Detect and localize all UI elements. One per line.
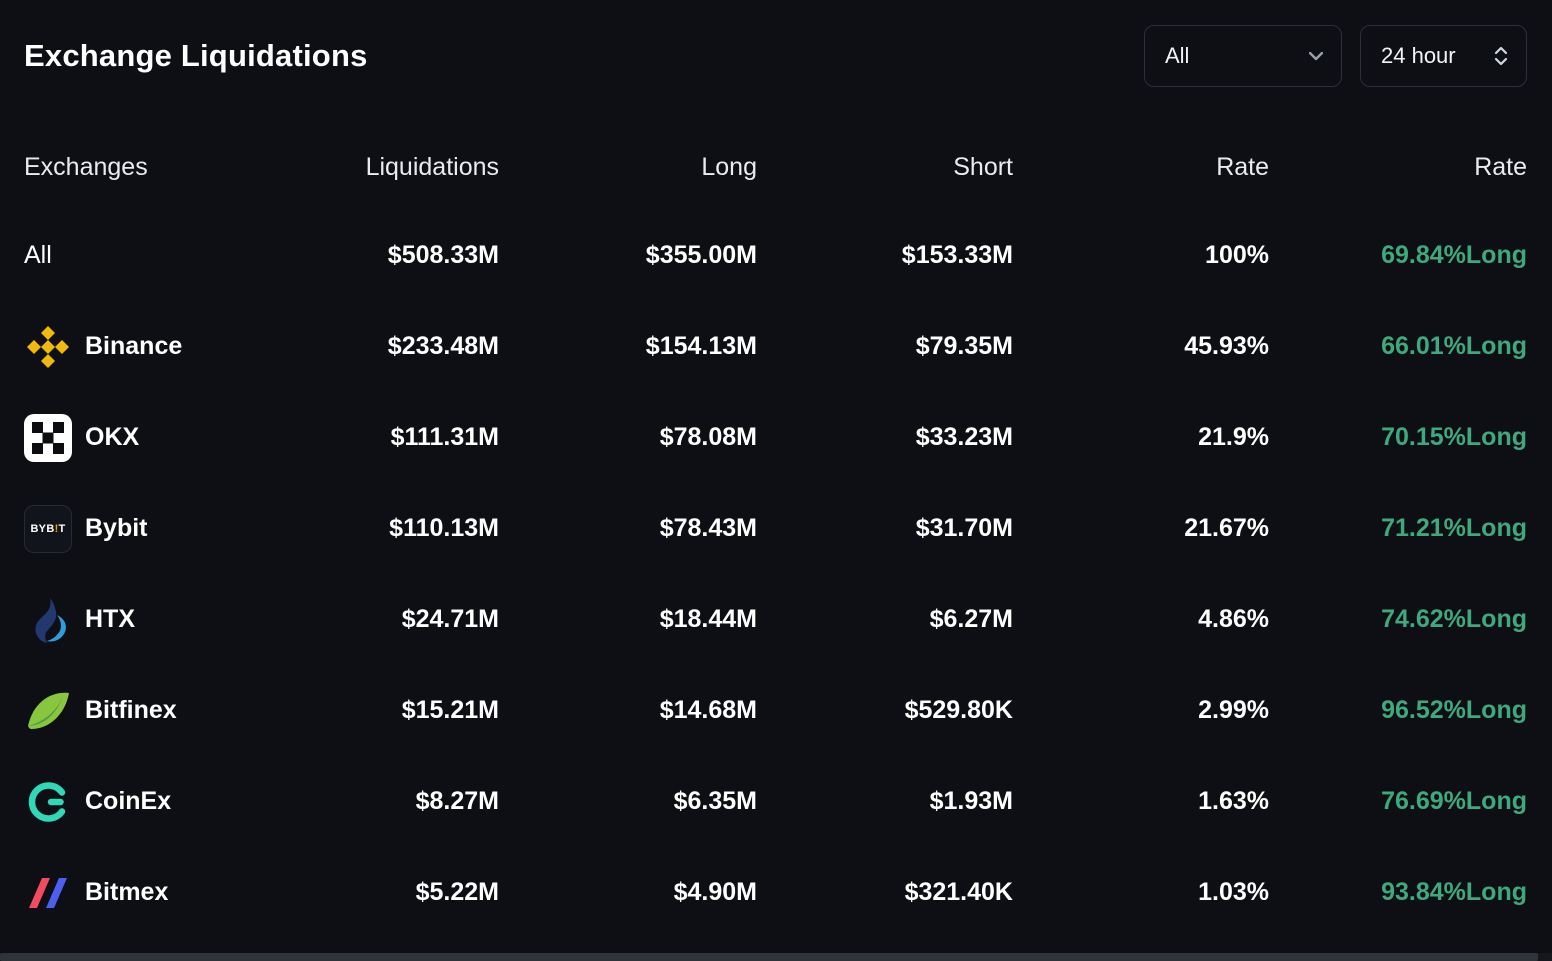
bybit-logo-bang: ! [54, 522, 59, 535]
short-value: $1.93M [929, 787, 1013, 815]
rate-long-value: 66.01%Long [1381, 332, 1527, 360]
long-value: $18.44M [659, 605, 757, 633]
bitmex-icon [24, 869, 72, 917]
exchange-name: OKX [85, 423, 140, 451]
long-value: $78.08M [659, 423, 757, 451]
long-value: $355.00M [645, 241, 757, 269]
exchange-name: HTX [85, 605, 135, 633]
liquidations-value: $15.21M [401, 696, 499, 724]
binance-icon [24, 323, 72, 371]
horizontal-scrollbar-thumb[interactable] [0, 953, 1538, 961]
short-value: $529.80K [904, 696, 1013, 724]
panel-header: Exchange Liquidations All 24 hour [0, 0, 1552, 96]
rate-long-value: 96.52%Long [1381, 696, 1527, 724]
col-header-long: Long [701, 152, 757, 181]
rate-value: 100% [1205, 241, 1269, 269]
chevron-down-icon [1309, 51, 1323, 61]
long-value: $4.90M [673, 878, 757, 906]
liquidations-value: $233.48M [387, 332, 499, 360]
bitfinex-icon [24, 687, 72, 735]
exchange-name: CoinEx [85, 787, 172, 815]
col-header-short: Short [953, 152, 1013, 181]
short-value: $33.23M [915, 423, 1013, 451]
bybit-logo-text: BYB [30, 522, 55, 535]
long-value: $14.68M [659, 696, 757, 724]
horizontal-scrollbar-track [0, 953, 1552, 961]
exchange-name: All [24, 241, 52, 269]
rate-value: 21.9% [1198, 423, 1269, 451]
col-header-rate: Rate [1216, 152, 1269, 181]
liquidations-value: $111.31M [390, 423, 499, 451]
rate-long-value: 71.21%Long [1381, 514, 1527, 542]
table-row-htx[interactable]: HTX $24.71M $18.44M $6.27M 4.86% 74.62%L… [24, 574, 1527, 665]
table-row-okx[interactable]: OKX $111.31M $78.08M $33.23M 21.9% 70.15… [24, 392, 1527, 483]
rate-long-value: 93.84%Long [1381, 878, 1527, 906]
table-row-bitfinex[interactable]: Bitfinex $15.21M $14.68M $529.80K 2.99% … [24, 665, 1527, 756]
col-header-rate-long: Rate [1474, 152, 1527, 181]
col-header-exchanges: Exchanges [24, 152, 148, 181]
col-header-liquidations: Liquidations [365, 152, 499, 181]
table-row-bitmex[interactable]: Bitmex $5.22M $4.90M $321.40K 1.03% 93.8… [24, 847, 1527, 938]
rate-value: 1.63% [1198, 787, 1269, 815]
liquidations-value: $5.22M [415, 878, 499, 906]
rate-value: 45.93% [1184, 332, 1269, 360]
exchange-name: Binance [85, 332, 183, 360]
rate-long-value: 69.84%Long [1381, 241, 1527, 269]
rate-long-value: 74.62%Long [1381, 605, 1527, 633]
rate-value: 2.99% [1198, 696, 1269, 724]
exchange-filter-dropdown[interactable]: All [1144, 25, 1342, 87]
table-row-coinex[interactable]: CoinEx $8.27M $6.35M $1.93M 1.63% 76.69%… [24, 756, 1527, 847]
table-row-bybit[interactable]: BYB! T Bybit $110.13M $78.43M $31.70M 21.… [24, 483, 1527, 574]
up-down-chevrons-icon [1494, 45, 1508, 67]
exchange-name: Bitmex [85, 878, 169, 906]
short-value: $79.35M [915, 332, 1013, 360]
long-value: $154.13M [645, 332, 757, 360]
exchange-filter-value: All [1165, 43, 1190, 68]
liquidations-value: $110.13M [389, 514, 499, 542]
rate-value: 1.03% [1198, 878, 1269, 906]
rate-long-value: 70.15%Long [1381, 423, 1527, 451]
rate-long-value: 76.69%Long [1381, 787, 1527, 815]
bybit-icon: BYB! T [24, 504, 72, 553]
liquidations-value: $8.27M [415, 787, 499, 815]
long-value: $78.43M [659, 514, 757, 542]
exchange-name: Bybit [85, 514, 148, 542]
table-header-row: Exchanges Liquidations Long Short Rate R… [24, 124, 1527, 210]
table-row-all[interactable]: All $508.33M $355.00M $153.33M 100% 69.8… [24, 210, 1527, 301]
short-value: $321.40K [904, 878, 1013, 906]
page-title: Exchange Liquidations [24, 38, 368, 73]
long-value: $6.35M [673, 787, 757, 815]
bybit-logo-text-2: T [58, 522, 66, 535]
okx-icon [24, 413, 72, 462]
rate-value: 21.67% [1184, 514, 1269, 542]
time-range-value: 24 hour [1381, 43, 1456, 68]
header-controls: All 24 hour [1144, 25, 1527, 87]
liquidations-table: Exchanges Liquidations Long Short Rate R… [0, 124, 1552, 938]
time-range-dropdown[interactable]: 24 hour [1360, 25, 1527, 87]
exchange-name: Bitfinex [85, 696, 177, 724]
liquidations-value: $24.71M [401, 605, 499, 633]
short-value: $153.33M [901, 241, 1013, 269]
short-value: $31.70M [915, 514, 1013, 542]
short-value: $6.27M [929, 605, 1013, 633]
liquidations-value: $508.33M [387, 241, 499, 269]
coinex-icon [24, 778, 72, 826]
htx-icon [24, 596, 72, 644]
table-row-binance[interactable]: Binance $233.48M $154.13M $79.35M 45.93%… [24, 301, 1527, 392]
rate-value: 4.86% [1198, 605, 1269, 633]
